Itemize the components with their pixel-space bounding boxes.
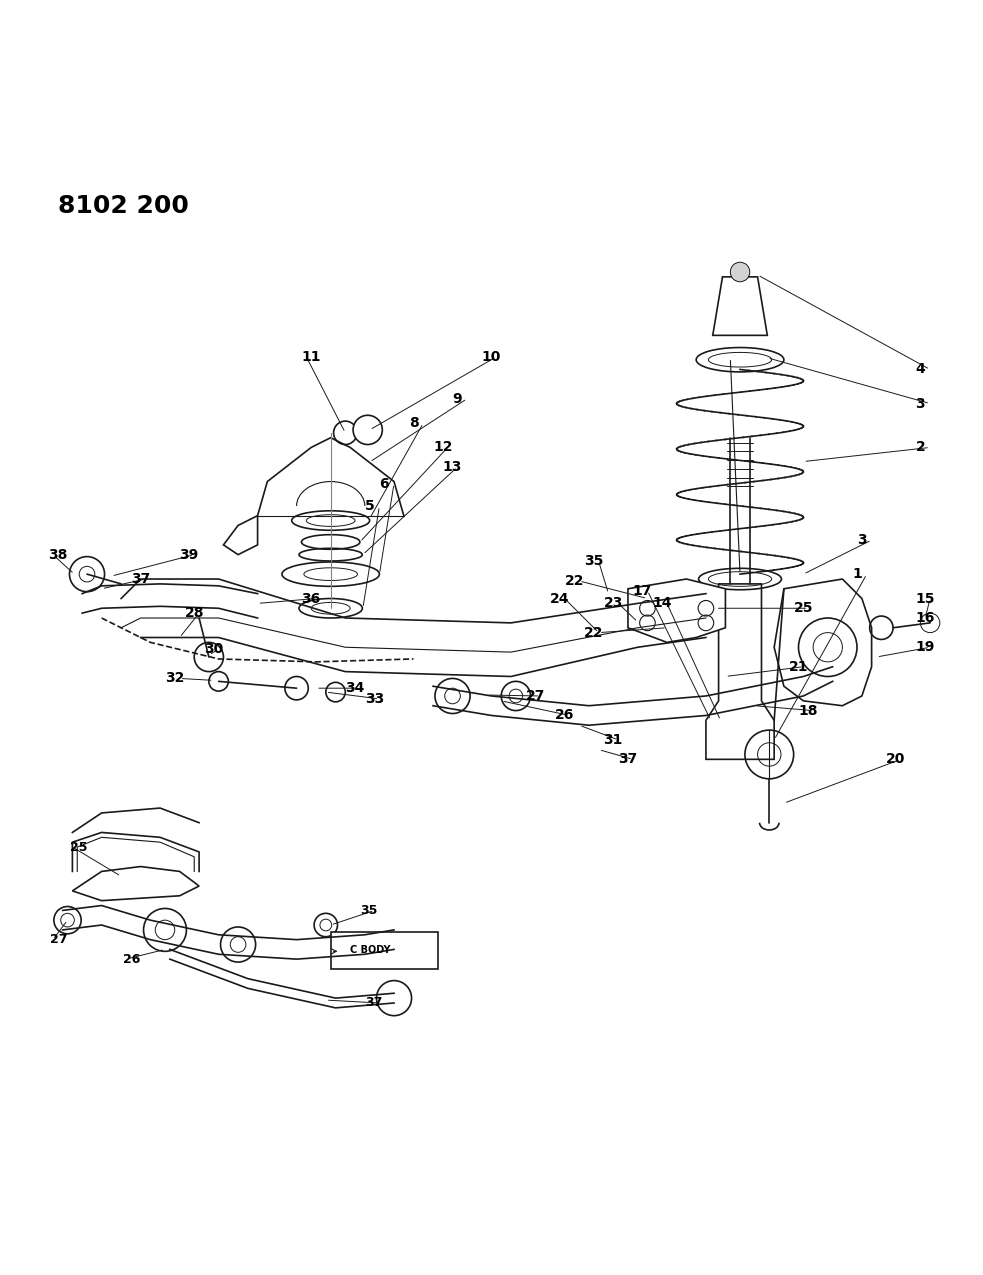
Text: 8102 200: 8102 200 — [58, 194, 189, 218]
Polygon shape — [775, 579, 872, 706]
Text: 13: 13 — [442, 460, 462, 474]
Text: 8: 8 — [409, 416, 419, 430]
Text: 37: 37 — [131, 572, 150, 586]
Text: 9: 9 — [452, 391, 462, 405]
Text: 35: 35 — [584, 555, 604, 569]
Text: 26: 26 — [123, 952, 141, 965]
Polygon shape — [223, 515, 258, 555]
Text: 3: 3 — [857, 533, 867, 547]
Text: 4: 4 — [915, 362, 925, 376]
Text: 3: 3 — [915, 397, 925, 411]
Text: 22: 22 — [584, 626, 604, 640]
Text: 30: 30 — [204, 643, 223, 657]
Polygon shape — [628, 579, 725, 643]
Text: 15: 15 — [915, 592, 935, 606]
Text: 36: 36 — [302, 592, 320, 606]
Text: 16: 16 — [915, 611, 935, 625]
Text: 14: 14 — [653, 597, 671, 611]
Text: 22: 22 — [564, 574, 584, 588]
Text: 11: 11 — [302, 349, 320, 363]
Text: 38: 38 — [48, 548, 68, 562]
Text: 23: 23 — [604, 597, 623, 611]
Circle shape — [333, 421, 357, 445]
Text: 39: 39 — [180, 548, 199, 562]
Text: 25: 25 — [793, 602, 813, 616]
Text: 28: 28 — [185, 606, 204, 620]
Text: 2: 2 — [915, 440, 925, 454]
Circle shape — [730, 263, 750, 282]
Text: 12: 12 — [434, 440, 452, 454]
Text: 25: 25 — [70, 840, 87, 853]
Polygon shape — [713, 277, 768, 335]
Circle shape — [353, 416, 382, 445]
Polygon shape — [73, 867, 200, 900]
Text: 6: 6 — [379, 477, 389, 491]
Text: 35: 35 — [360, 904, 377, 917]
Text: 21: 21 — [788, 659, 808, 673]
Text: 10: 10 — [482, 349, 501, 363]
Text: 27: 27 — [50, 933, 68, 946]
Text: 17: 17 — [633, 584, 652, 598]
FancyBboxPatch shape — [330, 932, 437, 969]
Text: 37: 37 — [618, 752, 637, 766]
Text: 18: 18 — [798, 704, 818, 718]
Text: 31: 31 — [604, 733, 623, 747]
Text: 33: 33 — [365, 692, 384, 706]
Text: 5: 5 — [365, 499, 375, 513]
Text: 32: 32 — [165, 672, 185, 686]
Text: 1: 1 — [852, 567, 862, 581]
Text: 34: 34 — [345, 681, 365, 695]
Text: 26: 26 — [554, 709, 574, 723]
Text: 24: 24 — [549, 592, 569, 606]
Text: 27: 27 — [526, 688, 545, 703]
Text: 19: 19 — [915, 640, 935, 654]
Polygon shape — [706, 584, 775, 760]
Text: C BODY: C BODY — [350, 945, 390, 955]
Text: 20: 20 — [887, 752, 905, 766]
Text: 37: 37 — [365, 997, 382, 1010]
